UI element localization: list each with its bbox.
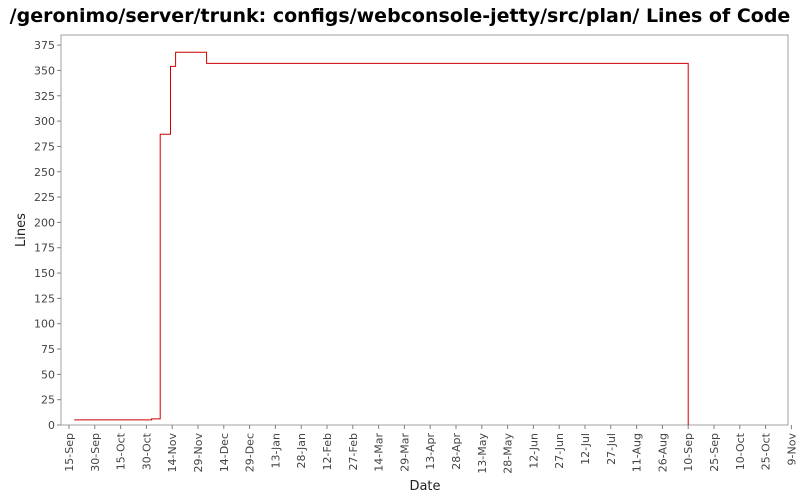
x-tick-label: 14-Nov: [166, 433, 179, 473]
x-tick-label: 30-Sep: [89, 433, 102, 472]
series-line: [74, 51, 689, 425]
y-tick-label: 125: [34, 292, 55, 305]
plot-area: [60, 34, 789, 426]
y-tick-label: 100: [34, 318, 55, 331]
x-tick-label: 12-Jul: [579, 433, 592, 465]
y-tick-label: 200: [34, 216, 55, 229]
x-tick-label: 12-Feb: [321, 433, 334, 470]
y-tick-label: 25: [41, 394, 55, 407]
x-tick-label: 27-Feb: [347, 433, 360, 470]
y-tick-label: 175: [34, 242, 55, 255]
x-tick-label: 9-Nov: [785, 433, 798, 466]
x-tick-label: 10-Oct: [734, 432, 747, 470]
x-tick-label: 27-Jun: [553, 433, 566, 469]
x-tick-label: 15-Oct: [115, 432, 128, 470]
y-axis-title: Lines: [14, 213, 29, 247]
x-tick-label: 27-Jul: [605, 433, 618, 465]
x-tick-label: 29-Dec: [244, 433, 257, 472]
y-tick-label: 350: [34, 64, 55, 77]
y-tick-label: 325: [34, 90, 55, 103]
x-tick-label: 14-Dec: [218, 433, 231, 472]
x-tick-label: 25-Sep: [708, 433, 721, 472]
y-tick-label: 150: [34, 267, 55, 280]
chart-title: /geronimo/server/trunk: configs/webconso…: [10, 5, 791, 27]
y-tick-label: 50: [41, 368, 55, 381]
y-tick-label: 275: [34, 140, 55, 153]
y-tick-label: 250: [34, 166, 55, 179]
x-tick-label: 14-Mar: [373, 433, 386, 472]
y-tick-label: 75: [41, 343, 55, 356]
x-axis: 15-Sep 30-Sep 15-Oct 30-Oct 14-Nov 29-Nov 14-D…: [63, 425, 798, 474]
y-axis: 0 25 50 75 100 125 150 175 200 225 250 275 300 325 350…: [34, 39, 61, 432]
x-tick-label: 28-Apr: [450, 433, 463, 470]
x-tick-label: 30-Oct: [140, 432, 153, 470]
x-tick-label: 28-May: [502, 433, 515, 474]
x-tick-label: 28-Jan: [295, 433, 308, 469]
x-tick-label: 10-Sep: [682, 433, 695, 472]
x-tick-label: 25-Oct: [760, 432, 773, 470]
x-tick-label: 12-Jun: [527, 433, 540, 469]
x-axis-title: Date: [409, 479, 440, 494]
x-tick-label: 29-Mar: [398, 433, 411, 472]
x-tick-label: 26-Aug: [656, 433, 669, 472]
x-tick-label: 13-Apr: [424, 433, 437, 470]
x-tick-label: 13-Jan: [269, 433, 282, 469]
x-tick-label: 13-May: [476, 433, 489, 474]
y-tick-label: 0: [48, 419, 55, 432]
y-tick-label: 375: [34, 39, 55, 52]
y-tick-label: 300: [34, 115, 55, 128]
x-tick-label: 29-Nov: [192, 433, 205, 473]
x-tick-label: 11-Aug: [631, 433, 644, 472]
y-tick-label: 225: [34, 191, 55, 204]
x-tick-label: 15-Sep: [63, 433, 76, 472]
